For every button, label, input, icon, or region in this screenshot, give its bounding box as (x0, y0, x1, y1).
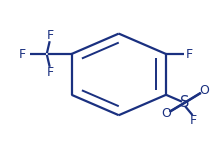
Text: F: F (47, 66, 54, 79)
Text: F: F (186, 48, 193, 60)
Text: S: S (180, 95, 189, 110)
Text: F: F (190, 114, 197, 127)
Text: F: F (47, 29, 54, 42)
Text: F: F (18, 48, 25, 60)
Text: O: O (199, 84, 210, 97)
Text: O: O (161, 107, 171, 120)
